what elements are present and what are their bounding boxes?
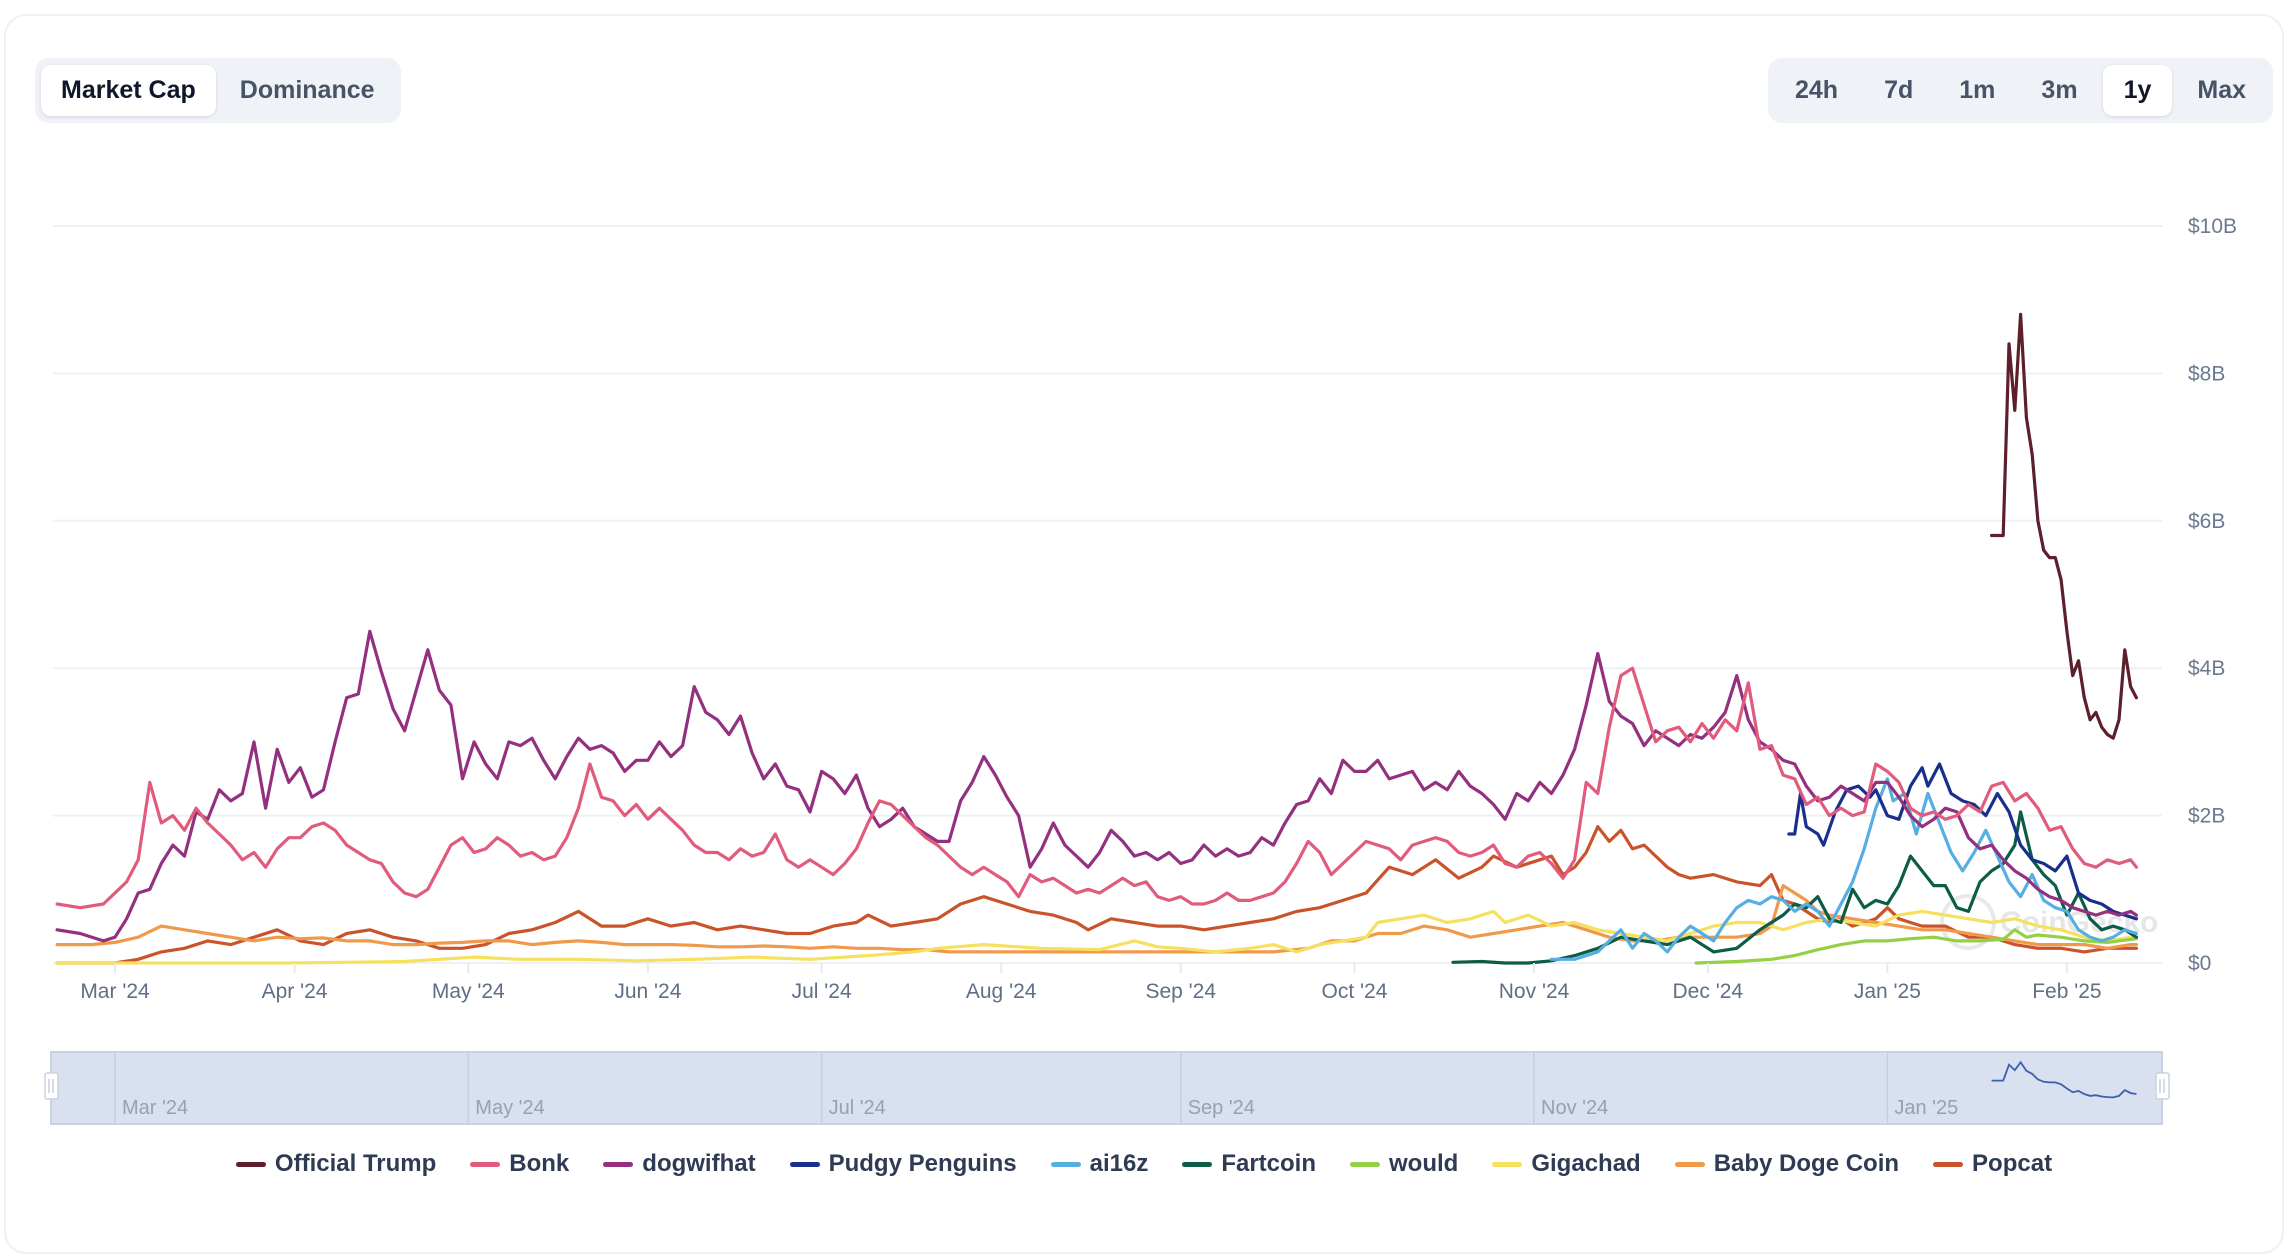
legend-item[interactable]: Pudgy Penguins bbox=[789, 1150, 1017, 1178]
navigator-handle-left[interactable] bbox=[44, 1072, 59, 1100]
legend-item[interactable]: Fartcoin bbox=[1182, 1150, 1316, 1178]
legend-label: Popcat bbox=[1972, 1150, 2053, 1177]
legend-item[interactable]: Bonk bbox=[470, 1150, 569, 1178]
range-max-button[interactable]: Max bbox=[2197, 76, 2247, 104]
legend-swatch bbox=[1492, 1161, 1523, 1167]
legend-item[interactable]: dogwifhat bbox=[603, 1150, 756, 1178]
legend-label: would bbox=[1389, 1150, 1459, 1177]
market-cap-chart: CoinGecko $0$2B$4B$6B$8B$10B Mar '24 Apr … bbox=[44, 215, 2237, 1125]
view-toggle-group: Market Cap Dominance bbox=[35, 58, 401, 123]
legend-item[interactable]: would bbox=[1350, 1150, 1458, 1178]
series-line-dogwifhat[interactable] bbox=[55, 629, 2138, 943]
x-axis: Mar '24 Apr '24 May '24 Jun '24 Jul '24 Aug '… bbox=[80, 963, 2102, 1003]
series-line-fartcoin[interactable] bbox=[1451, 810, 2138, 965]
legend-swatch bbox=[1674, 1161, 1705, 1167]
legend-label: Pudgy Penguins bbox=[828, 1150, 1017, 1177]
x-tick-label: Dec '24 bbox=[1673, 980, 1744, 1003]
navigator-series-line bbox=[1991, 1060, 2137, 1099]
legend-item[interactable]: Baby Doge Coin bbox=[1674, 1150, 1900, 1178]
legend-label: Bonk bbox=[509, 1150, 570, 1177]
legend-swatch bbox=[235, 1161, 266, 1167]
legend-label: dogwifhat bbox=[642, 1150, 756, 1177]
legend-swatch bbox=[1182, 1161, 1213, 1167]
legend-swatch bbox=[789, 1161, 820, 1167]
y-tick-label: $6B bbox=[2188, 510, 2225, 533]
legend-item[interactable]: Popcat bbox=[1933, 1150, 2052, 1178]
series-line-popcat[interactable] bbox=[55, 825, 2138, 965]
legend-label: Baby Doge Coin bbox=[1713, 1150, 1900, 1177]
legend-label: ai16z bbox=[1089, 1150, 1149, 1177]
x-tick-label: Feb '25 bbox=[2032, 980, 2101, 1003]
navigator-handle-right[interactable] bbox=[2155, 1072, 2170, 1100]
range-7d-button[interactable]: 7d bbox=[1884, 76, 1914, 104]
series-line-pudgy-penguins[interactable] bbox=[1787, 762, 2138, 921]
legend-item[interactable]: Official Trump bbox=[235, 1150, 437, 1178]
x-tick-label: Sep '24 bbox=[1145, 980, 1216, 1003]
legend-label: Fartcoin bbox=[1221, 1150, 1317, 1177]
navigator[interactable]: Mar '24 May '24 Jul '24 Sep '24 Nov '24 Jan '… bbox=[44, 1051, 2170, 1125]
y-tick-label: $8B bbox=[2188, 362, 2225, 385]
navigator-tick-label: Jul '24 bbox=[829, 1097, 886, 1119]
legend-label: Official Trump bbox=[274, 1150, 437, 1177]
legend-swatch bbox=[1933, 1161, 1964, 1167]
navigator-selection[interactable] bbox=[50, 1051, 2163, 1125]
series-line-baby-doge-coin[interactable] bbox=[55, 884, 2138, 954]
x-tick-label: May '24 bbox=[432, 980, 505, 1003]
navigator-tick-label: Sep '24 bbox=[1188, 1097, 1255, 1119]
series-line-bonk[interactable] bbox=[55, 666, 2138, 910]
time-range-group: 24h 7d 1m 3m 1y Max bbox=[1768, 58, 2274, 123]
x-tick-label: Jan '25 bbox=[1854, 980, 1921, 1003]
y-axis: $0 $2B $4B $6B $8B $10B bbox=[2188, 215, 2237, 975]
chart-card bbox=[4, 14, 2284, 1254]
tab-dominance[interactable]: Dominance bbox=[239, 76, 375, 104]
range-24h-button[interactable]: 24h bbox=[1795, 76, 1839, 104]
series-line-gigachad[interactable] bbox=[55, 909, 2138, 965]
x-tick-label: Nov '24 bbox=[1499, 980, 1570, 1003]
navigator-tick-label: Jan '25 bbox=[1894, 1097, 1958, 1119]
grid-lines bbox=[53, 225, 2162, 964]
range-1y-button[interactable]: 1y bbox=[2102, 65, 2173, 116]
tab-market-cap[interactable]: Market Cap bbox=[41, 65, 216, 116]
x-tick-label: Mar '24 bbox=[80, 980, 150, 1003]
legend-swatch bbox=[470, 1161, 501, 1167]
series-line-ai16z[interactable] bbox=[1549, 777, 2138, 961]
legend: Official Trump Bonk dogwifhat Pudgy Penguin… bbox=[0, 1150, 2288, 1178]
y-tick-label: $4B bbox=[2188, 657, 2225, 680]
legend-swatch bbox=[603, 1161, 634, 1167]
navigator-tick-label: Nov '24 bbox=[1541, 1097, 1608, 1119]
series-lines bbox=[55, 312, 2138, 965]
range-1m-button[interactable]: 1m bbox=[1959, 76, 1996, 104]
navigator-tick-label: May '24 bbox=[475, 1097, 544, 1119]
x-tick-label: Jun '24 bbox=[614, 980, 681, 1003]
y-tick-label: $2B bbox=[2188, 805, 2225, 828]
y-tick-label: $0 bbox=[2188, 952, 2211, 975]
legend-swatch bbox=[1050, 1161, 1081, 1167]
legend-item[interactable]: Gigachad bbox=[1492, 1150, 1641, 1178]
series-line-official-trump[interactable] bbox=[1990, 312, 2138, 740]
x-tick-label: Apr '24 bbox=[262, 980, 328, 1003]
legend-item[interactable]: ai16z bbox=[1050, 1150, 1149, 1178]
legend-label: Gigachad bbox=[1531, 1150, 1641, 1177]
navigator-tick-label: Mar '24 bbox=[122, 1097, 188, 1119]
y-tick-label: $10B bbox=[2188, 215, 2237, 238]
series-line-would[interactable] bbox=[1694, 928, 2138, 965]
x-tick-label: Aug '24 bbox=[966, 980, 1037, 1003]
x-tick-label: Jul '24 bbox=[792, 980, 852, 1003]
x-tick-label: Oct '24 bbox=[1322, 980, 1388, 1003]
legend-swatch bbox=[1350, 1161, 1381, 1167]
range-3m-button[interactable]: 3m bbox=[2041, 76, 2078, 104]
